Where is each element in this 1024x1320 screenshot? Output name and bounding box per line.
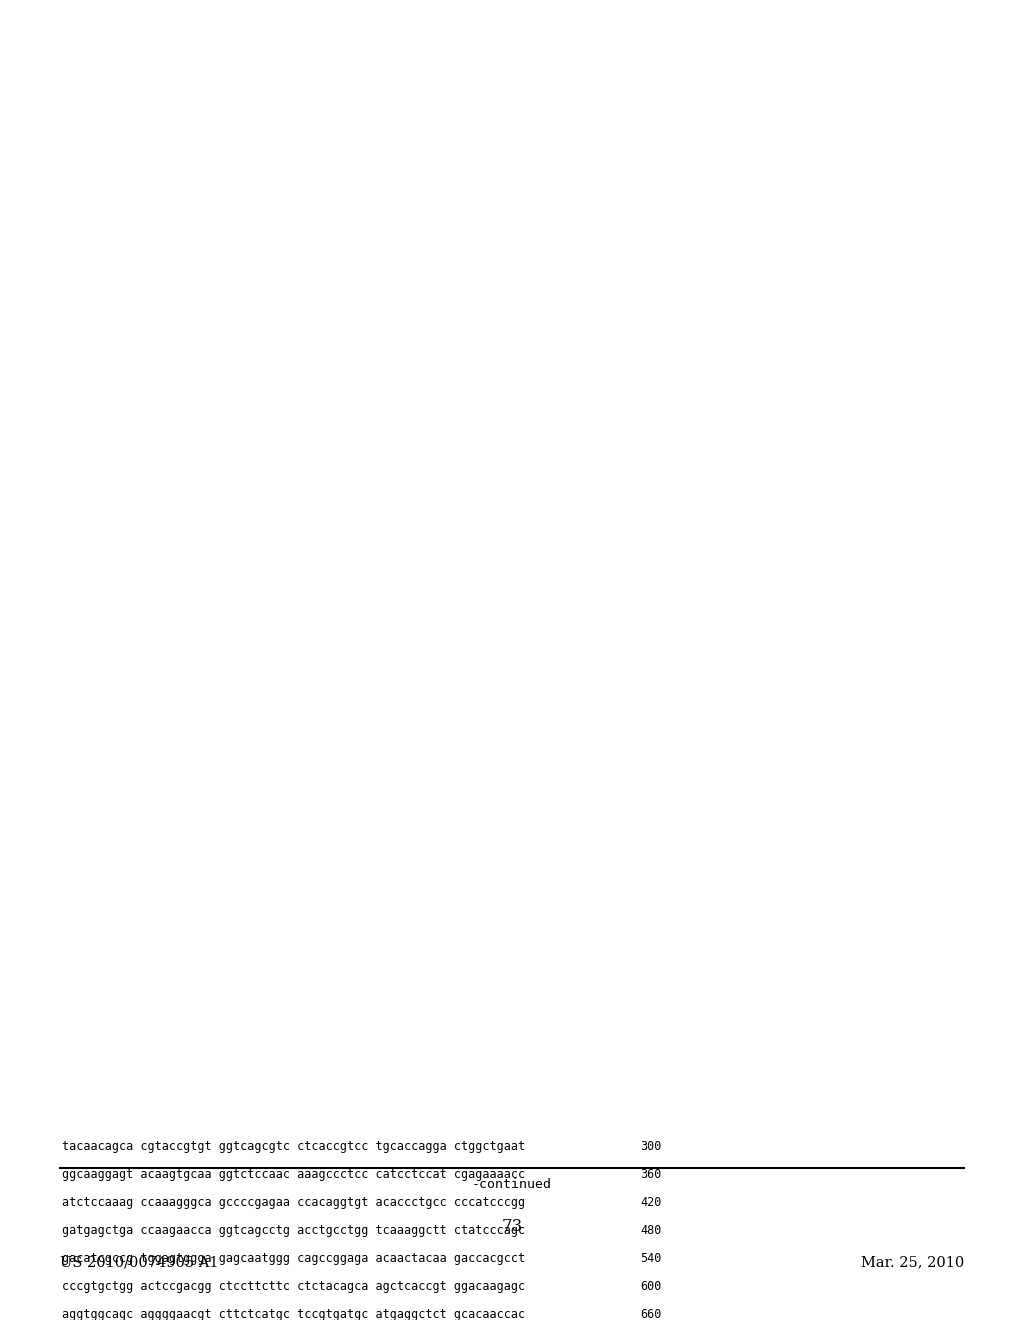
Text: 540: 540 <box>640 1251 662 1265</box>
Text: cccgtgctgg actccgacgg ctccttcttc ctctacagca agctcaccgt ggacaagagc: cccgtgctgg actccgacgg ctccttcttc ctctaca… <box>62 1280 525 1294</box>
Text: US 2010/0074905 A1: US 2010/0074905 A1 <box>60 1255 218 1269</box>
Text: -continued: -continued <box>472 1177 552 1191</box>
Text: gatgagctga ccaagaacca ggtcagcctg acctgcctgg tcaaaggctt ctatcccagc: gatgagctga ccaagaacca ggtcagcctg acctgcc… <box>62 1224 525 1237</box>
Text: 300: 300 <box>640 1140 662 1152</box>
Text: 73: 73 <box>502 1218 522 1236</box>
Text: gacatcgccg tggagtggga gagcaatggg cagccggaga acaactacaa gaccacgcct: gacatcgccg tggagtggga gagcaatggg cagccgg… <box>62 1251 525 1265</box>
Text: Mar. 25, 2010: Mar. 25, 2010 <box>861 1255 964 1269</box>
Text: 600: 600 <box>640 1280 662 1294</box>
Text: aggtggcagc aggggaacgt cttctcatgc tccgtgatgc atgaggctct gcacaaccac: aggtggcagc aggggaacgt cttctcatgc tccgtga… <box>62 1308 525 1320</box>
Text: 660: 660 <box>640 1308 662 1320</box>
Text: 360: 360 <box>640 1168 662 1181</box>
Text: ggcaaggagt acaagtgcaa ggtctccaac aaagccctcc catcctccat cgagaaaacc: ggcaaggagt acaagtgcaa ggtctccaac aaagccc… <box>62 1168 525 1181</box>
Text: atctccaaag ccaaagggca gccccgagaa ccacaggtgt acaccctgcc cccatcccgg: atctccaaag ccaaagggca gccccgagaa ccacagg… <box>62 1196 525 1209</box>
Text: 480: 480 <box>640 1224 662 1237</box>
Text: 420: 420 <box>640 1196 662 1209</box>
Text: tacaacagca cgtaccgtgt ggtcagcgtc ctcaccgtcc tgcaccagga ctggctgaat: tacaacagca cgtaccgtgt ggtcagcgtc ctcaccg… <box>62 1140 525 1152</box>
